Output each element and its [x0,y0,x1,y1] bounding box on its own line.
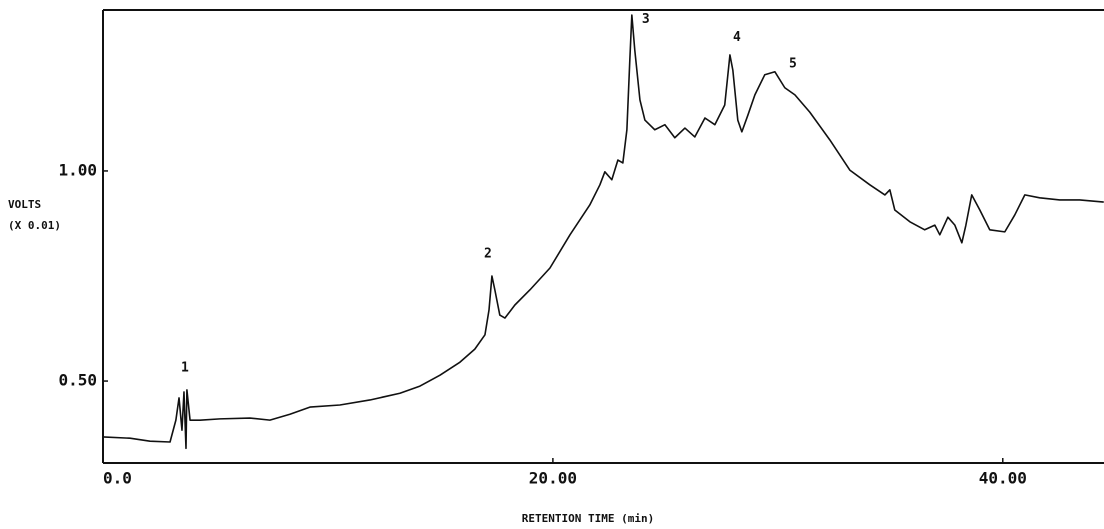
peak-label: 2 [484,247,492,262]
peak-label: 5 [789,56,797,71]
x-tick-label: 20.00 [529,469,577,488]
x-tick-label: 40.00 [979,469,1027,488]
peak-label: 3 [642,12,650,27]
peak-label: 1 [181,361,189,376]
chromatogram-line [102,14,1104,450]
x-axis-label: RETENTION TIME (min) [522,512,654,525]
peak-label: 4 [733,30,741,45]
y-tick-label: 1.00 [58,160,97,179]
y-axis-label: VOLTS [8,198,41,211]
x-tick-label: 0.0 [103,469,132,488]
y-tick-label: 0.50 [58,371,97,390]
y-axis-unit: (X 0.01) [8,219,61,232]
